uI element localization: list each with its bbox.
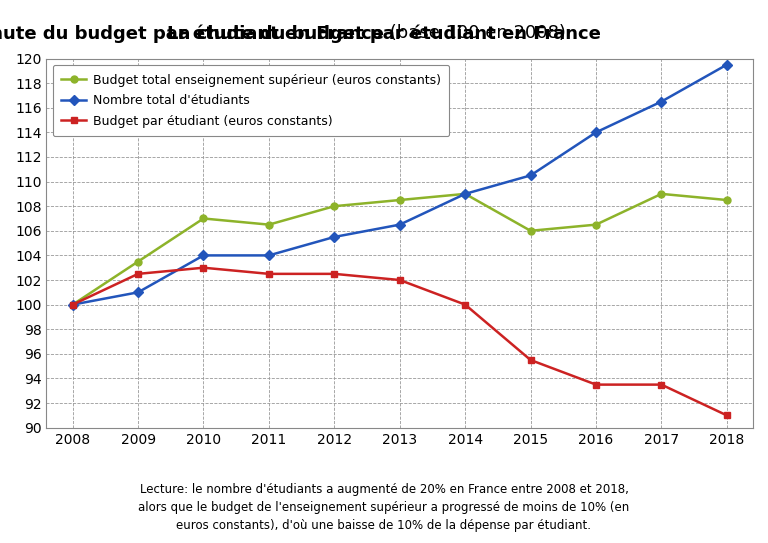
Budget total enseignement supérieur (euros constants) [199, 215, 208, 222]
Nombre total d'étudiants [591, 129, 601, 136]
Nombre total d'étudiants [722, 61, 731, 68]
Text: La chute du budget par étudiant en France: La chute du budget par étudiant en Franc… [0, 542, 1, 543]
Budget par étudiant (euros constants) [199, 264, 208, 271]
Budget par étudiant (euros constants) [134, 270, 143, 277]
Line: Budget total enseignement supérieur (euros constants): Budget total enseignement supérieur (eur… [69, 191, 730, 308]
Budget total enseignement supérieur (euros constants) [461, 191, 470, 197]
Budget total enseignement supérieur (euros constants) [591, 222, 601, 228]
Line: Nombre total d'étudiants: Nombre total d'étudiants [69, 61, 730, 308]
Budget total enseignement supérieur (euros constants) [722, 197, 731, 203]
Text: (base 100 en 2008): (base 100 en 2008) [384, 24, 566, 42]
Budget par étudiant (euros constants) [329, 270, 339, 277]
Nombre total d'étudiants [329, 233, 339, 240]
Budget par étudiant (euros constants) [591, 381, 601, 388]
Nombre total d'étudiants [199, 252, 208, 258]
Budget total enseignement supérieur (euros constants) [68, 301, 78, 308]
Nombre total d'étudiants [264, 252, 273, 258]
Text: Lecture: le nombre d'étudiants a augmenté de 20% en France entre 2008 et 2018,
a: Lecture: le nombre d'étudiants a augment… [138, 483, 630, 532]
Budget total enseignement supérieur (euros constants) [526, 228, 535, 234]
Text: La chute du budget par étudiant en France (base 100 en 2008): La chute du budget par étudiant en Franc… [0, 542, 1, 543]
Line: Budget par étudiant (euros constants): Budget par étudiant (euros constants) [69, 264, 730, 419]
Budget par étudiant (euros constants) [395, 277, 404, 283]
Budget total enseignement supérieur (euros constants) [329, 203, 339, 210]
Text: La chute du budget par étudiant en France: La chute du budget par étudiant en Franc… [167, 24, 601, 43]
Budget total enseignement supérieur (euros constants) [264, 222, 273, 228]
Legend: Budget total enseignement supérieur (euros constants), Nombre total d'étudiants,: Budget total enseignement supérieur (eur… [53, 65, 449, 136]
Budget total enseignement supérieur (euros constants) [134, 258, 143, 265]
Budget par étudiant (euros constants) [526, 357, 535, 363]
Budget par étudiant (euros constants) [68, 301, 78, 308]
Nombre total d'étudiants [526, 172, 535, 179]
Nombre total d'étudiants [68, 301, 78, 308]
Budget par étudiant (euros constants) [722, 412, 731, 419]
Nombre total d'étudiants [395, 222, 404, 228]
Budget total enseignement supérieur (euros constants) [395, 197, 404, 203]
Nombre total d'étudiants [657, 98, 666, 105]
Text: La chute du budget par étudiant en France: La chute du budget par étudiant en Franc… [0, 24, 384, 43]
Budget par étudiant (euros constants) [657, 381, 666, 388]
Budget total enseignement supérieur (euros constants) [657, 191, 666, 197]
Budget par étudiant (euros constants) [461, 301, 470, 308]
Nombre total d'étudiants [461, 191, 470, 197]
Budget par étudiant (euros constants) [264, 270, 273, 277]
Nombre total d'étudiants [134, 289, 143, 295]
